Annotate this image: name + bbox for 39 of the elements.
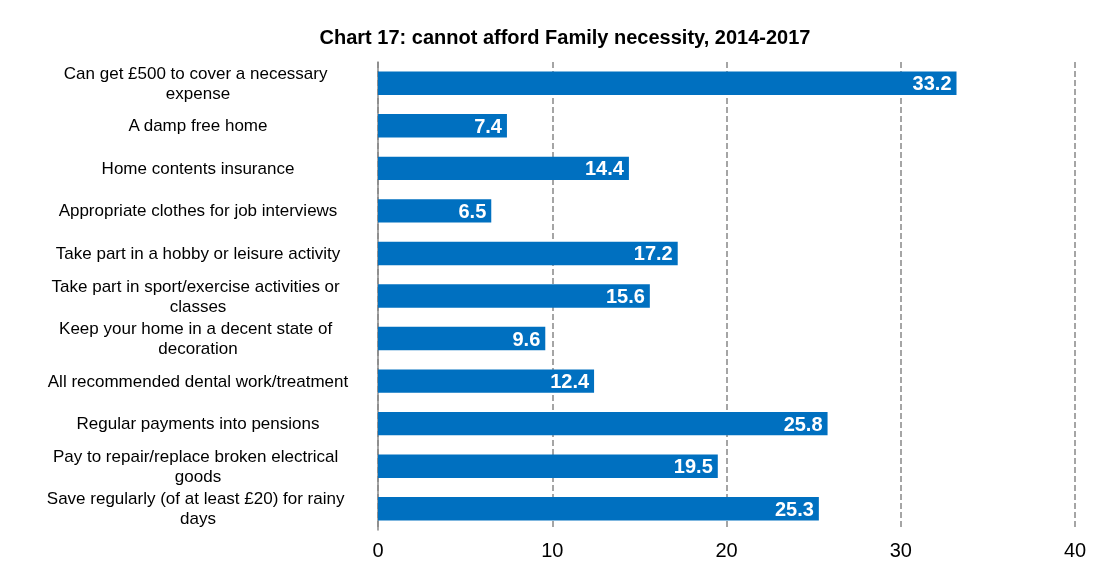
y-tick-label: Appropriate clothes for job interviews	[58, 201, 338, 221]
data-label: 33.2	[912, 72, 952, 95]
x-tick-label: 30	[889, 539, 912, 561]
y-tick-label: Keep your home in a decent state of decoration	[59, 319, 337, 359]
data-label: 6.5	[458, 199, 487, 222]
data-label: 19.5	[673, 455, 713, 478]
data-label: 15.6	[605, 285, 645, 307]
data-label: 12.4	[550, 370, 590, 393]
y-tick-label: Pay to repair/replace broken electrical goods	[52, 446, 344, 486]
y-tick-label: A damp free home	[128, 116, 268, 136]
data-label: 25.3	[774, 497, 814, 520]
y-tick-label: Take part in sport/exercise activities or classes	[51, 276, 345, 316]
bar	[378, 326, 546, 351]
data-label: 9.6	[512, 327, 541, 350]
y-tick-label: Save regularly (of at least £20) for rainy days	[46, 489, 350, 529]
bar	[378, 114, 507, 138]
chart-title: Chart 17: cannot afford Family necessity, 2014-2017	[319, 26, 811, 48]
x-tick-label: 10	[541, 539, 564, 561]
data-label: 7.4	[474, 114, 503, 137]
y-tick-label: Take part in a hobby or leisure activity	[55, 243, 341, 263]
x-tick-label: 40	[1063, 539, 1087, 561]
bar	[378, 284, 650, 308]
x-tick-label: 20	[715, 539, 738, 561]
bar	[378, 454, 718, 478]
y-tick-label: Home contents insurance	[101, 158, 295, 178]
bar	[378, 369, 595, 393]
data-label: 14.4	[584, 157, 625, 180]
bar	[378, 497, 819, 521]
bar	[378, 71, 957, 95]
bar	[378, 156, 629, 181]
bar	[378, 199, 492, 223]
y-tick-label: Can get £500 to cover a necessary expense	[63, 63, 333, 103]
y-tick-label: All recommended dental work/treatment	[47, 371, 349, 391]
data-label: 17.2	[633, 242, 673, 265]
bar	[378, 241, 678, 266]
x-tick-label: 0	[372, 539, 384, 561]
bar	[378, 411, 828, 436]
y-tick-label: Regular payments into pensions	[76, 414, 320, 434]
data-label: 25.8	[783, 412, 823, 435]
